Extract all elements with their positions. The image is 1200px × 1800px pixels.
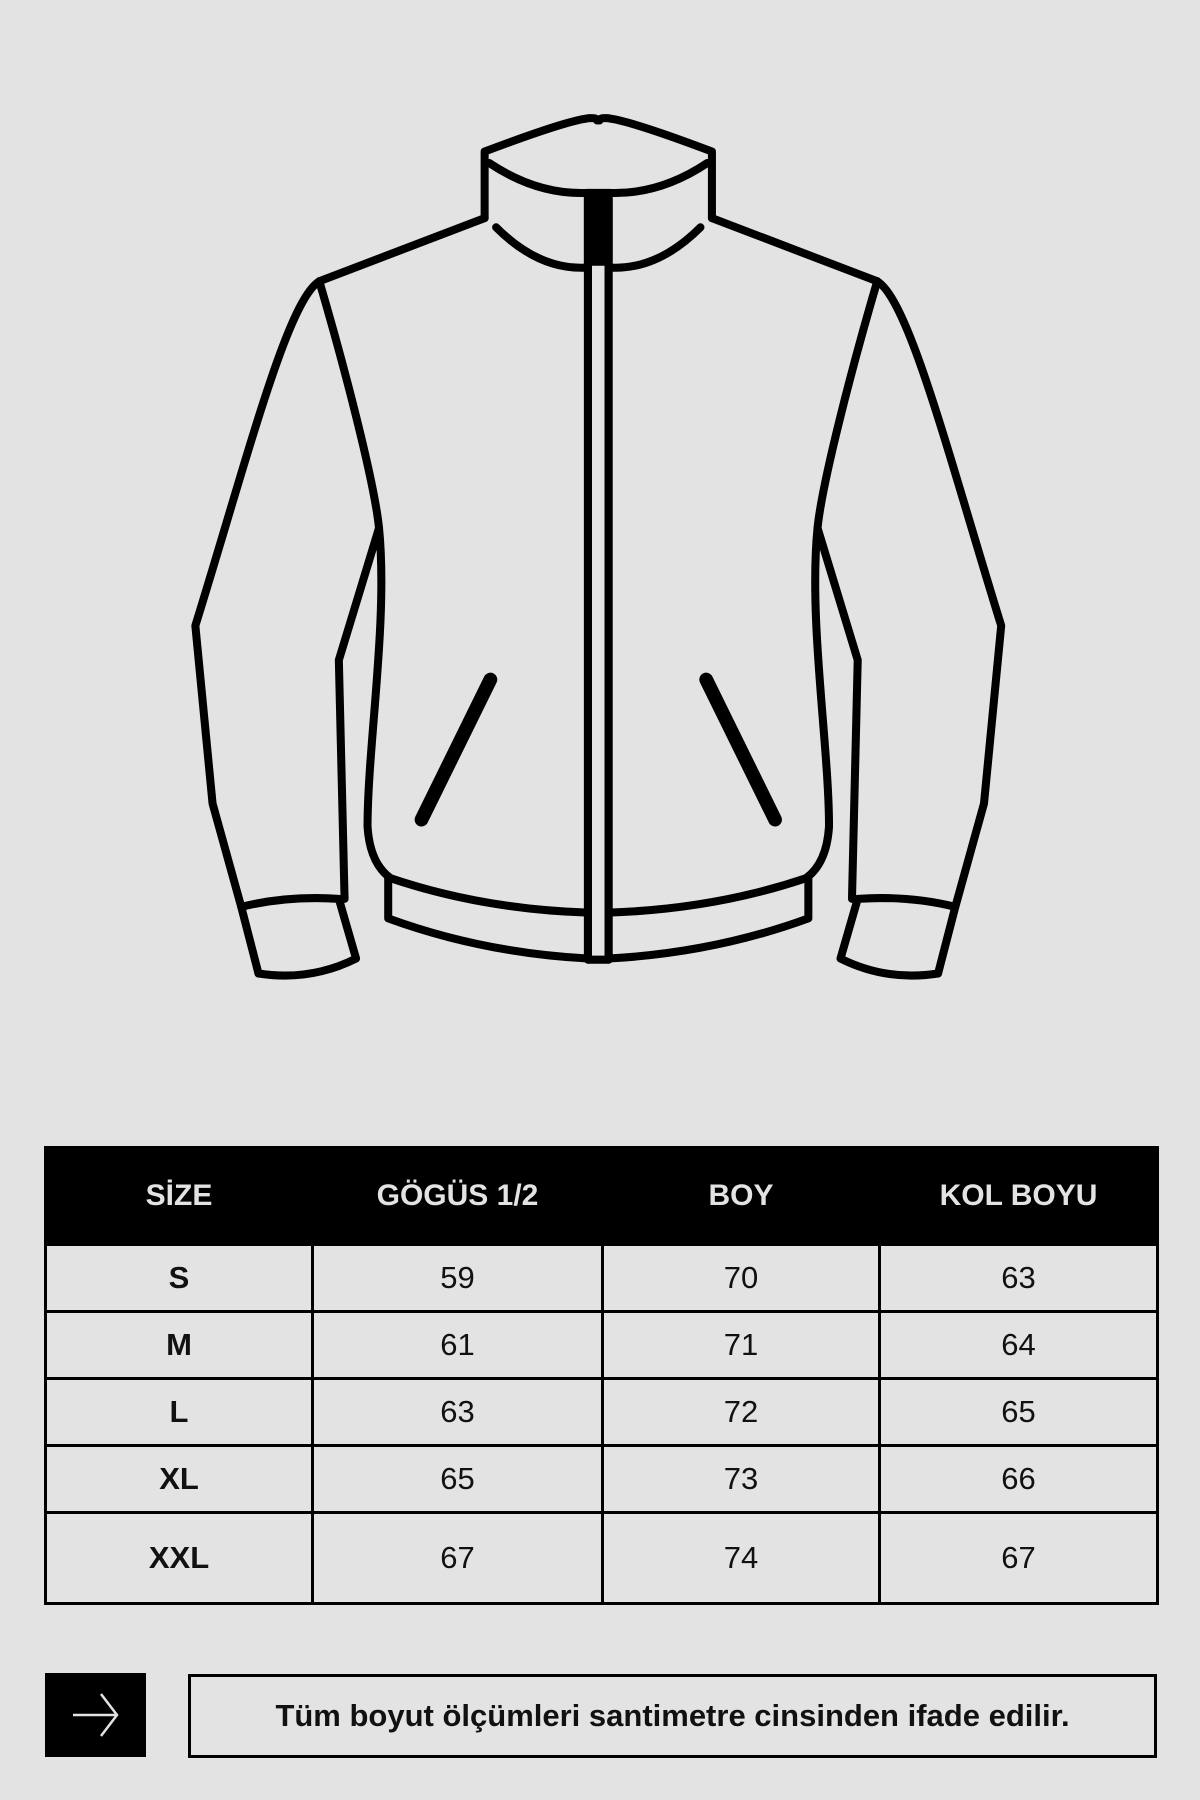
cell-length: 74 xyxy=(601,1511,881,1605)
table-row: M 61 71 64 xyxy=(44,1310,1159,1380)
cell-sleeve: 65 xyxy=(878,1377,1159,1447)
cell-sleeve: 63 xyxy=(878,1243,1159,1313)
cell-length: 73 xyxy=(601,1444,881,1514)
table-row: XL 65 73 66 xyxy=(44,1444,1159,1514)
cell-size: S xyxy=(44,1243,314,1313)
cell-length: 70 xyxy=(601,1243,881,1313)
cell-chest: 59 xyxy=(311,1243,604,1313)
header-length: BOY xyxy=(601,1146,881,1246)
cell-chest: 65 xyxy=(311,1444,604,1514)
cell-sleeve: 67 xyxy=(878,1511,1159,1605)
table-row: L 63 72 65 xyxy=(44,1377,1159,1447)
cell-size: XXL xyxy=(44,1511,314,1605)
cell-chest: 61 xyxy=(311,1310,604,1380)
table-row: S 59 70 63 xyxy=(44,1243,1159,1313)
cell-length: 71 xyxy=(601,1310,881,1380)
cell-sleeve: 64 xyxy=(878,1310,1159,1380)
header-sleeve: KOL BOYU xyxy=(878,1146,1159,1246)
table-row: XXL 67 74 67 xyxy=(44,1511,1159,1605)
cell-chest: 63 xyxy=(311,1377,604,1447)
cell-chest: 67 xyxy=(311,1511,604,1605)
arrow-right-icon xyxy=(72,1693,119,1737)
arrow-box xyxy=(45,1673,146,1757)
cell-length: 72 xyxy=(601,1377,881,1447)
cell-size: M xyxy=(44,1310,314,1380)
header-chest: GÖGÜS 1/2 xyxy=(311,1146,604,1246)
size-table: SİZE GÖGÜS 1/2 BOY KOL BOYU S 59 70 63 M… xyxy=(44,1146,1159,1605)
cell-size: XL xyxy=(44,1444,314,1514)
jacket-left-half xyxy=(191,114,602,980)
header-size: SİZE xyxy=(44,1146,314,1246)
cell-size: L xyxy=(44,1377,314,1447)
table-header-row: SİZE GÖGÜS 1/2 BOY KOL BOYU xyxy=(44,1146,1159,1246)
cell-sleeve: 66 xyxy=(878,1444,1159,1514)
measurement-note: Tüm boyut ölçümleri santimetre cinsinden… xyxy=(188,1674,1157,1758)
